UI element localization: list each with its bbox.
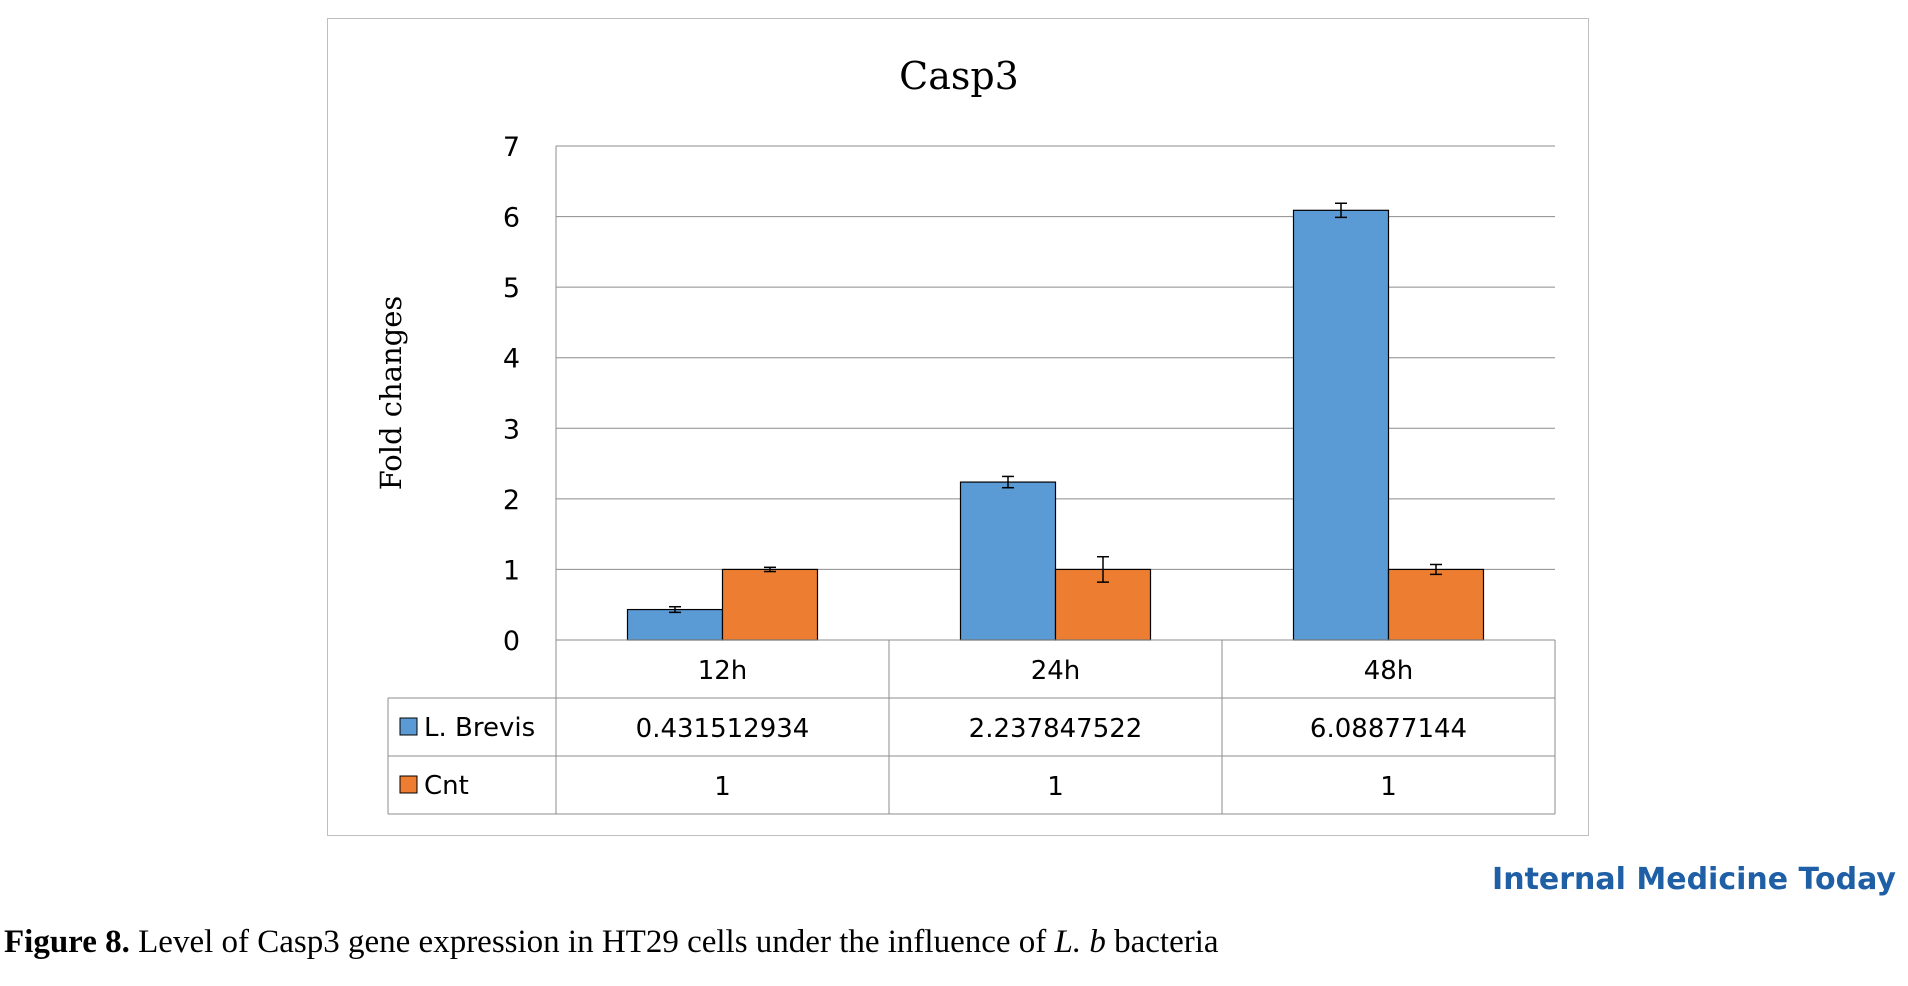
bar-cnt-48h (1387, 568, 1485, 641)
bar-l-brevis-48h (1292, 209, 1390, 641)
x-category-label: 12h (698, 656, 748, 686)
y-tick-label: 1 (503, 555, 520, 586)
legend-label-l-brevis: L. Brevis (424, 713, 535, 743)
data-table-value: 2.237847522 (969, 714, 1143, 744)
chart-svg: Casp3 Fold changes 0 1 2 3 4 5 6 7 12h 24h 48h L. Bre… (374, 54, 1556, 815)
data-table-value: 0.431512934 (636, 714, 810, 744)
y-tick-label: 6 (503, 203, 520, 234)
legend-key-cnt (399, 775, 418, 794)
chart-title: Casp3 (899, 54, 1019, 98)
x-category-label: 24h (1031, 656, 1081, 686)
y-axis-label: Fold changes (374, 296, 408, 491)
figure-label: Figure 8. (4, 924, 130, 960)
y-tick-label: 0 (503, 626, 520, 657)
data-table-value: 1 (1047, 772, 1064, 802)
y-tick-label: 4 (503, 344, 520, 375)
figure-caption: Figure 8. Level of Casp3 gene expression… (4, 924, 1219, 961)
data-table-value: 6.08877144 (1310, 714, 1467, 744)
x-category-label: 48h (1364, 656, 1414, 686)
chart-frame: Casp3 Fold changes 0 1 2 3 4 5 6 7 12h 24h 48h L. Bre… (327, 18, 1589, 836)
y-tick-label: 3 (503, 414, 520, 445)
bar-cnt-12h (721, 568, 819, 641)
caption-text-end: bacteria (1105, 924, 1219, 960)
y-tick-label: 5 (503, 273, 520, 304)
y-tick-label: 2 (503, 485, 520, 516)
bar-l-brevis-24h (959, 481, 1057, 641)
data-table-value: 1 (1380, 772, 1397, 802)
legend-label-cnt: Cnt (424, 771, 469, 801)
legend-key-l-brevis (399, 717, 418, 736)
data-table-value: 1 (714, 772, 731, 802)
bar-l-brevis-12h (626, 608, 724, 641)
caption-species: L. b (1054, 924, 1106, 960)
caption-text: Level of Casp3 gene expression in HT29 c… (129, 924, 1055, 960)
publisher-watermark: Internal Medicine Today (1492, 862, 1896, 897)
y-tick-label: 7 (503, 132, 520, 163)
